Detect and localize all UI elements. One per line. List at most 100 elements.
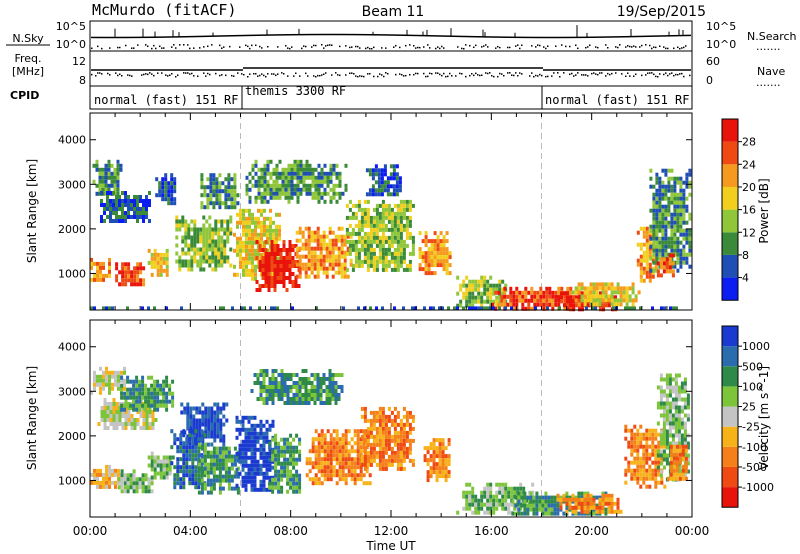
nsearch-dot: [589, 44, 591, 46]
data-cell: [577, 302, 581, 307]
data-cell: [381, 247, 385, 252]
data-cell: [218, 181, 222, 186]
data-cell: [387, 219, 391, 224]
data-cell: [124, 422, 128, 426]
data-cell: [244, 487, 248, 492]
data-cell: [295, 485, 299, 490]
nave-dot: [247, 75, 249, 78]
date-title: 19/Sep/2015: [617, 4, 706, 20]
data-cell: [645, 250, 649, 255]
data-cell: [99, 382, 102, 387]
data-cell: [162, 471, 166, 476]
data-cell: [658, 188, 662, 193]
data-cell: [281, 175, 285, 180]
data-cell: [185, 465, 189, 470]
data-cell: [395, 192, 399, 197]
data-cell: [198, 406, 202, 411]
data-cell: [179, 441, 183, 446]
nave-dot: [275, 74, 277, 77]
data-cell: [153, 383, 157, 388]
data-cell: [209, 177, 213, 182]
data-cell: [271, 453, 275, 458]
data-cell: [360, 215, 364, 220]
data-cell: [369, 215, 373, 220]
data-cell: [202, 231, 206, 236]
data-cell: [661, 196, 665, 201]
data-cell: [622, 286, 626, 291]
data-cell: [280, 473, 284, 478]
data-cell: [129, 391, 133, 396]
data-cell: [278, 195, 282, 200]
data-cell: [254, 195, 258, 200]
data-cell: [655, 172, 659, 177]
data-cell: [123, 391, 127, 396]
data-cell: [343, 250, 347, 255]
data-cell: [193, 247, 197, 252]
data-cell: [199, 263, 203, 268]
data-cell: [279, 256, 283, 260]
data-cell: [138, 403, 142, 408]
nsearch-dot: [203, 46, 205, 48]
data-cell: [334, 262, 338, 267]
data-cell: [411, 243, 415, 248]
data-cell: [139, 211, 142, 215]
nsearch-dot: [665, 47, 667, 50]
data-cell: [147, 403, 151, 408]
data-cell: [230, 177, 234, 182]
data-cell: [259, 471, 263, 476]
data-cell: [501, 291, 505, 296]
data-cell: [399, 247, 403, 252]
data-cell: [402, 199, 406, 204]
nsearch-dot: [537, 44, 539, 46]
data-cell: [115, 426, 119, 430]
data-cell: [164, 193, 168, 198]
data-cell: [301, 381, 305, 385]
data-cell: [103, 410, 107, 414]
data-cell: [393, 247, 397, 252]
data-cell: [284, 191, 288, 196]
data-cell: [399, 203, 403, 208]
data-cell: [607, 286, 611, 291]
nsearch-dot: [651, 47, 653, 50]
data-cell: [661, 220, 665, 225]
nave-dot: [287, 75, 289, 77]
data-cell: [284, 195, 288, 200]
data-cell: [396, 211, 400, 216]
data-cell: [307, 226, 311, 231]
nsearch-dot: [229, 45, 231, 48]
data-cell: [655, 224, 659, 229]
data-cell: [396, 207, 400, 212]
data-cell: [173, 473, 177, 478]
data-cell: [276, 252, 280, 256]
data-cell: [599, 291, 602, 296]
data-cell: [127, 203, 130, 207]
data-cell: [286, 397, 290, 401]
data-cell: [483, 283, 487, 288]
data-cell: [408, 263, 412, 268]
data-cell: [581, 303, 584, 308]
data-cell: [424, 255, 428, 260]
data-cell: [304, 246, 308, 251]
data-cell: [293, 163, 297, 168]
data-cell: [658, 176, 662, 181]
data-cell: [383, 180, 387, 185]
data-cell: [381, 255, 385, 260]
nave-dot: [243, 73, 245, 76]
data-cell: [328, 266, 332, 271]
data-cell: [106, 410, 110, 414]
data-cell: [173, 465, 177, 470]
data-cell: [320, 175, 324, 180]
data-cell: [679, 264, 683, 269]
data-cell: [258, 248, 262, 252]
data-cell: [227, 205, 231, 210]
data-cell: [124, 199, 127, 203]
data-cell: [239, 212, 242, 217]
data-cell: [271, 381, 275, 385]
data-cell: [668, 257, 672, 262]
data-cell: [673, 212, 677, 217]
data-cell: [628, 298, 632, 303]
nsearch-dot: [189, 47, 191, 50]
data-cell: [277, 473, 281, 478]
nsearch-dot: [173, 44, 175, 46]
data-cell: [136, 219, 139, 223]
